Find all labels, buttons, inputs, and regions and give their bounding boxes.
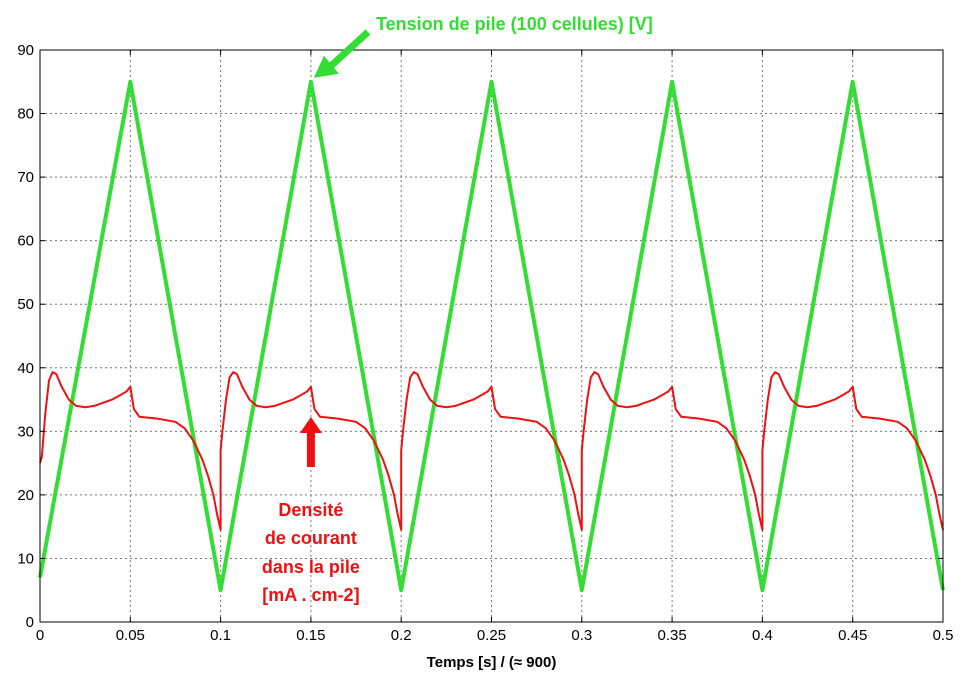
y-axis-ticks: 0 10 20 30 40 50 60 70 80 90 [17,42,943,631]
annotations: Tension de pile (100 cellules) [V] Densit… [262,14,653,605]
grid [40,50,943,622]
x-tick-label: 0.1 [210,627,231,644]
y-tick-label: 30 [17,423,34,440]
annotation-densite-label-line: de courant [265,528,357,548]
series-line-tension [38,79,945,593]
y-tick-label: 0 [26,614,34,631]
annotation-densite-arrow-head [299,416,322,433]
annotation-densite-label-line: dans la pile [262,557,360,577]
y-tick-label: 90 [17,42,34,59]
plot-series [38,79,945,593]
y-tick-label: 40 [17,360,34,377]
annotation-densite-label-line: [mA . cm-2] [262,585,359,605]
annotation-tension-arrow-head [313,55,339,78]
x-tick-label: 0 [36,627,44,644]
annotation-densite-label-line: Densité [278,500,343,520]
annotation-densite-arrow-shaft [306,432,315,467]
y-tick-label: 70 [17,169,34,186]
x-tick-label: 0.25 [477,627,506,644]
y-tick-label: 10 [17,550,34,567]
x-axis-label: Temps [s] / (≈ 900) [427,654,557,671]
x-tick-label: 0.05 [116,627,145,644]
annotation-tension-label: Tension de pile (100 cellules) [V] [376,14,653,34]
x-tick-label: 0.15 [296,627,325,644]
x-tick-label: 0.2 [391,627,412,644]
x-axis-ticks: 0 0.05 0.1 0.15 0.2 0.25 0.3 0.35 0.4 0.45 0.5 [36,50,954,644]
x-tick-label: 0.3 [571,627,592,644]
x-tick-label: 0.35 [657,627,686,644]
x-tick-label: 0.5 [933,627,954,644]
y-tick-label: 50 [17,296,34,313]
y-tick-label: 60 [17,233,34,250]
x-tick-label: 0.4 [752,627,773,644]
y-tick-label: 20 [17,487,34,504]
annotation-tension-arrow-shaft [326,29,371,71]
y-tick-label: 80 [17,106,34,123]
x-tick-label: 0.45 [838,627,867,644]
series-line-densite [39,371,944,531]
